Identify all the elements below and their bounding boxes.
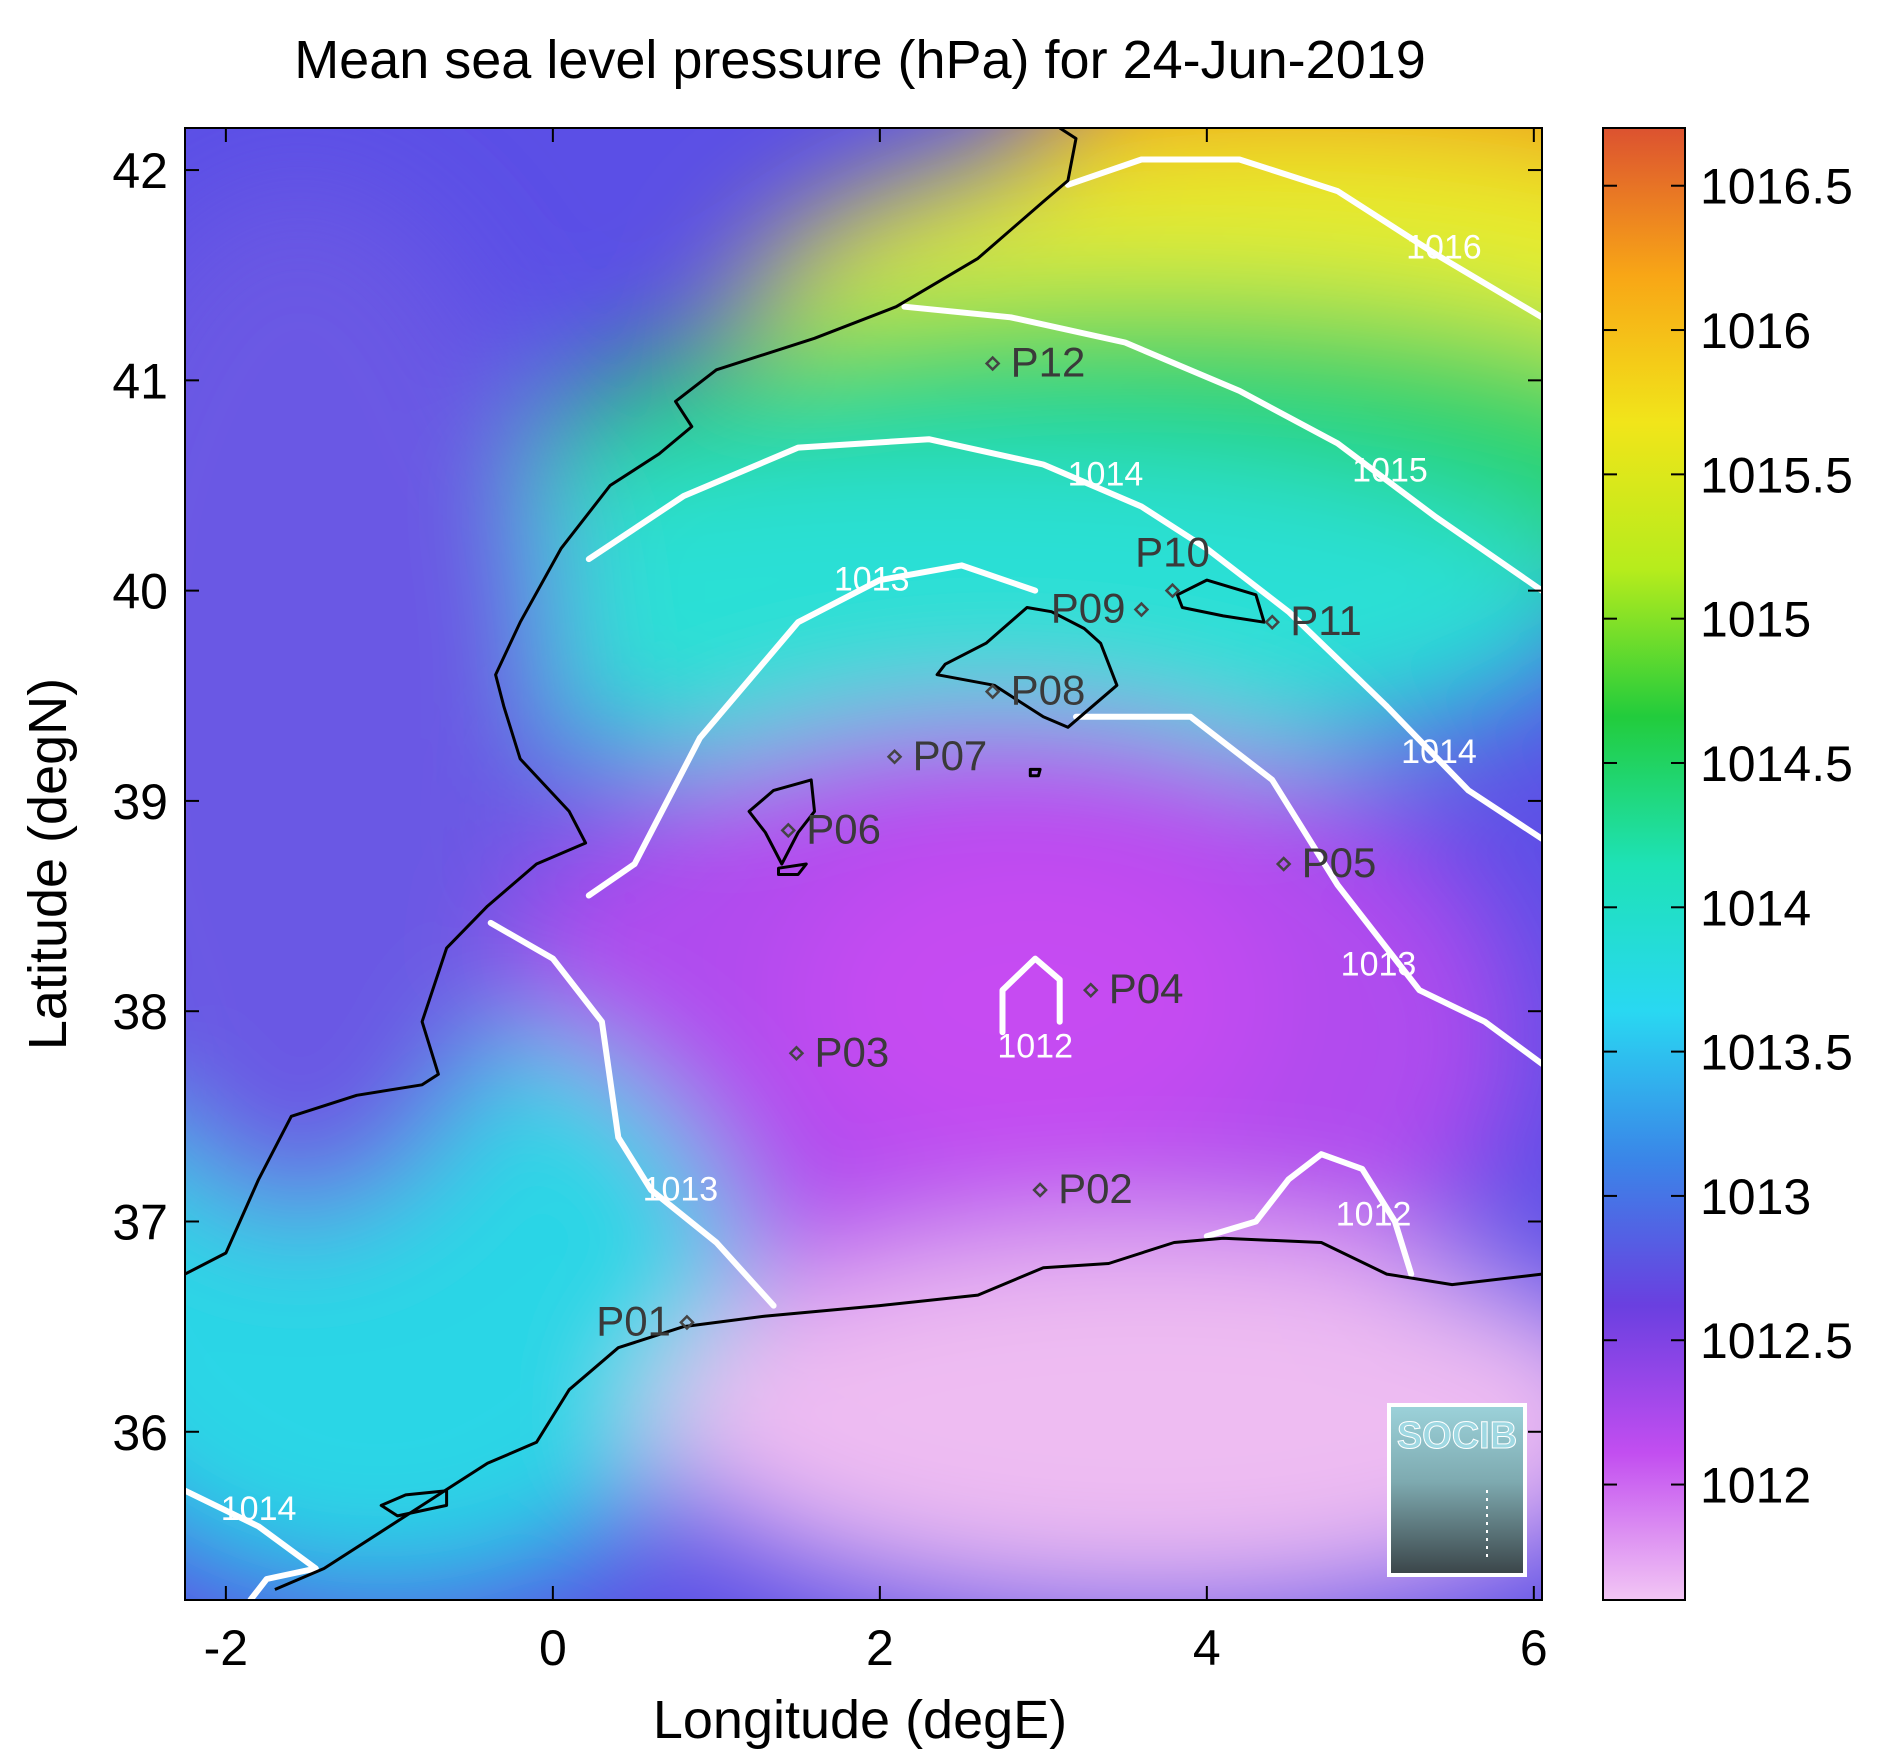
contour-1016-0 (1064, 156, 1542, 321)
station-label-P05: P05 (1302, 839, 1377, 886)
contour-1012-8 (1203, 1151, 1415, 1278)
station-marker-P01 (679, 1314, 695, 1331)
contour-label-1014-3: 1014 (1401, 733, 1477, 771)
contour-1014-3 (1383, 703, 1542, 842)
colorbar-tick-label-1015: 1015 (1700, 592, 1811, 648)
y-tick-label-37: 37 (112, 1194, 168, 1250)
station-label-P07: P07 (913, 732, 988, 779)
y-tick-label-39: 39 (112, 774, 168, 830)
contour-1013-4 (585, 562, 1039, 899)
field-low-core (790, 830, 1270, 1170)
colorbar-tick-label-1015.5: 1015.5 (1700, 447, 1853, 503)
contour-1012-7 (999, 955, 1063, 1036)
station-label-P12: P12 (1011, 339, 1086, 386)
colorbar-tick-label-1016.5: 1016.5 (1700, 159, 1853, 215)
station-marker-P10 (1164, 582, 1181, 599)
y-tick-label-40: 40 (112, 564, 168, 620)
colorbar-ticks: 1012 1012.5 1013 1013.5 1014 1014.5 1015 1015.5… (1603, 159, 1853, 1514)
y-tick-label-36: 36 (112, 1405, 168, 1461)
x-tick-label-2: 2 (866, 1620, 894, 1676)
station-label-P08: P08 (1011, 667, 1086, 714)
island-formentera (777, 862, 808, 876)
y-tick-label-41: 41 (112, 353, 168, 409)
y-tick-label-42: 42 (112, 143, 168, 199)
x-axis: -2 0 2 4 6 (204, 128, 1548, 1676)
contour-lines: 1016 1015 1014 1014 1013 1013 1013 1012 1012 1014 (185, 156, 1542, 1600)
pressure-field (185, 128, 1542, 1600)
station-marker-P02 (1032, 1182, 1048, 1198)
island-alboran (379, 1489, 449, 1518)
contour-1014-9 (185, 1487, 319, 1600)
socib-logo: SOCIB (1387, 1403, 1527, 1577)
contour-label-1013-6: 1013 (643, 1170, 719, 1208)
x-axis-label: Longitude (degE) (653, 1690, 1067, 1750)
station-label-P03: P03 (814, 1028, 889, 1075)
colorbar-tick-label-1014: 1014 (1700, 880, 1811, 936)
colorbar-tick-label-1014.5: 1014.5 (1700, 736, 1853, 792)
contour-1015-1 (901, 303, 1542, 594)
x-tick-label--2: -2 (204, 1620, 248, 1676)
station-marker-P11 (1264, 614, 1280, 630)
station-marker-P12 (984, 355, 1001, 372)
field-cyan-band (320, 440, 1542, 780)
contour-1013-5 (1073, 713, 1542, 1067)
coastline-group (185, 128, 1542, 1591)
colorbar-tick-label-1012: 1012 (1700, 1458, 1811, 1514)
logo-frame (1387, 1403, 1527, 1577)
contour-label-1013-5: 1013 (1341, 945, 1417, 983)
x-tick-label-4: 4 (1193, 1620, 1221, 1676)
y-tick-label-38: 38 (112, 984, 168, 1040)
y-axis-label: Latitude (degN) (18, 678, 78, 1050)
station-label-P01: P01 (596, 1297, 671, 1344)
map-title: Mean sea level pressure (hPa) for 24-Jun… (294, 30, 1426, 90)
island-cabrera (1028, 767, 1042, 778)
station-label-P09: P09 (1051, 585, 1126, 632)
station-label-P04: P04 (1109, 965, 1184, 1012)
iberian-coast (185, 128, 1078, 1276)
contour-1013-6 (487, 919, 777, 1309)
station-marker-P03 (788, 1045, 805, 1062)
map-plot-area: 1016 1015 1014 1014 1013 1013 1013 1012 1012 1014… (185, 128, 1542, 1600)
colorbar-gradient (1602, 127, 1686, 1601)
contour-label-1012-7: 1012 (997, 1027, 1073, 1065)
contour-1014-2 (585, 436, 1390, 710)
colorbar-tick-label-1016: 1016 (1700, 303, 1811, 359)
contour-label-1016-0: 1016 (1406, 228, 1482, 266)
station-marker-P07 (886, 748, 903, 765)
colorbar-tick-label-1012.5: 1012.5 (1700, 1313, 1853, 1369)
station-label-P06: P06 (806, 805, 881, 852)
station-marker-P04 (1082, 982, 1099, 998)
contour-label-1014-9: 1014 (221, 1490, 297, 1528)
colorbar: 1012 1012.5 1013 1013.5 1014 1014.5 1015 1015.5… (1602, 127, 1853, 1601)
field-africa-land (650, 1230, 1542, 1600)
contour-label-1012-8: 1012 (1336, 1196, 1412, 1234)
station-marker-P05 (1275, 856, 1292, 872)
x-tick-label-0: 0 (539, 1620, 567, 1676)
map-frame (184, 127, 1543, 1601)
island-ibiza (747, 778, 816, 866)
y-axis: 36 37 38 39 40 41 42 (112, 143, 1542, 1461)
north-africa-coast (274, 1236, 1542, 1591)
station-marker-P06 (780, 822, 797, 839)
field-west-land (185, 180, 560, 1220)
station-marker-P09 (1133, 601, 1150, 618)
contour-label-1014-2: 1014 (1068, 455, 1144, 493)
x-tick-label-6: 6 (1520, 1620, 1548, 1676)
station-label-P11: P11 (1290, 597, 1362, 644)
station-marker-P08 (984, 683, 1001, 700)
station-label-P02: P02 (1058, 1165, 1133, 1212)
colorbar-tick-label-1013.5: 1013.5 (1700, 1025, 1853, 1081)
contour-label-1015-1: 1015 (1352, 451, 1428, 489)
colorbar-tick-label-1013: 1013 (1700, 1169, 1811, 1225)
logo-text: SOCIB (1397, 1415, 1517, 1457)
contour-label-1013-4: 1013 (834, 561, 910, 599)
station-label-P10: P10 (1135, 529, 1210, 576)
island-menorca (1175, 578, 1266, 624)
island-mallorca (935, 606, 1119, 729)
